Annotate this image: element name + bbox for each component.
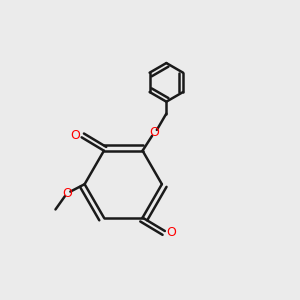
Text: O: O <box>70 129 80 142</box>
Text: O: O <box>62 187 72 200</box>
Text: O: O <box>167 226 176 239</box>
Text: O: O <box>149 126 159 140</box>
